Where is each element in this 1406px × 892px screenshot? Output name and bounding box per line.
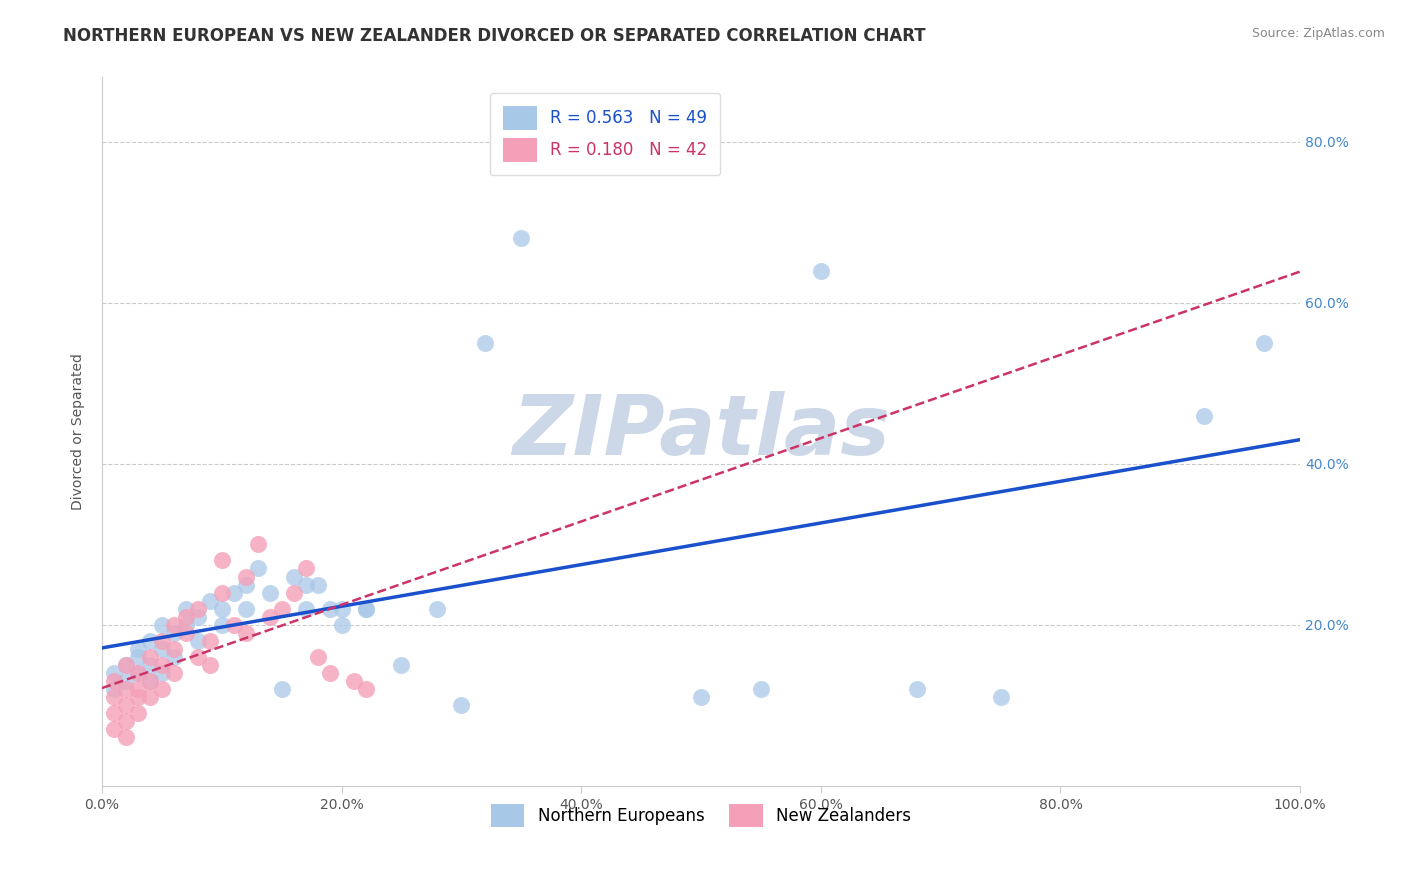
Point: [150, 633, 173, 648]
Point: [139, 658, 162, 673]
Point: [318, 601, 340, 615]
Point: [103, 682, 125, 697]
Point: [690, 690, 713, 705]
Point: [354, 601, 377, 615]
Point: [307, 577, 329, 591]
Text: NORTHERN EUROPEAN VS NEW ZEALANDER DIVORCED OR SEPARATED CORRELATION CHART: NORTHERN EUROPEAN VS NEW ZEALANDER DIVOR…: [63, 27, 927, 45]
Point: [103, 706, 125, 721]
Point: [115, 731, 138, 745]
Point: [174, 601, 197, 615]
Point: [211, 601, 233, 615]
Point: [222, 585, 245, 599]
Point: [211, 553, 233, 567]
Point: [905, 682, 928, 697]
Point: [174, 609, 197, 624]
Point: [211, 617, 233, 632]
Point: [163, 617, 186, 632]
Point: [127, 642, 149, 657]
Point: [391, 658, 413, 673]
Point: [163, 650, 186, 665]
Point: [174, 625, 197, 640]
Point: [115, 682, 138, 697]
Point: [103, 690, 125, 705]
Point: [354, 682, 377, 697]
Point: [150, 666, 173, 681]
Point: [283, 569, 305, 583]
Point: [163, 625, 186, 640]
Text: Source: ZipAtlas.com: Source: ZipAtlas.com: [1251, 27, 1385, 40]
Point: [294, 601, 316, 615]
Point: [318, 666, 340, 681]
Point: [283, 585, 305, 599]
Point: [115, 674, 138, 689]
Point: [139, 690, 162, 705]
Point: [1192, 409, 1215, 423]
Point: [115, 658, 138, 673]
Point: [270, 601, 292, 615]
Point: [246, 561, 269, 575]
Point: [187, 609, 209, 624]
Point: [198, 633, 221, 648]
Legend: Northern Europeans, New Zealanders: Northern Europeans, New Zealanders: [484, 797, 918, 834]
Point: [990, 690, 1012, 705]
Point: [187, 601, 209, 615]
Point: [139, 633, 162, 648]
Point: [163, 666, 186, 681]
Point: [1253, 336, 1275, 351]
Point: [127, 666, 149, 681]
Point: [127, 682, 149, 697]
Point: [510, 231, 533, 245]
Point: [150, 642, 173, 657]
Point: [294, 577, 316, 591]
Point: [342, 674, 364, 689]
Point: [139, 650, 162, 665]
Point: [115, 698, 138, 713]
Point: [235, 625, 257, 640]
Point: [187, 650, 209, 665]
Point: [450, 698, 472, 713]
Point: [150, 658, 173, 673]
Point: [211, 585, 233, 599]
Point: [139, 674, 162, 689]
Point: [330, 601, 353, 615]
Point: [139, 674, 162, 689]
Point: [198, 658, 221, 673]
Point: [115, 714, 138, 729]
Point: [103, 723, 125, 737]
Point: [127, 690, 149, 705]
Point: [294, 561, 316, 575]
Point: [150, 617, 173, 632]
Text: ZIPatlas: ZIPatlas: [512, 391, 890, 472]
Point: [103, 666, 125, 681]
Point: [307, 650, 329, 665]
Point: [127, 650, 149, 665]
Point: [330, 617, 353, 632]
Point: [354, 601, 377, 615]
Point: [259, 609, 281, 624]
Y-axis label: Divorced or Separated: Divorced or Separated: [72, 353, 86, 510]
Point: [198, 593, 221, 607]
Point: [474, 336, 496, 351]
Point: [270, 682, 292, 697]
Point: [426, 601, 449, 615]
Point: [235, 577, 257, 591]
Point: [127, 666, 149, 681]
Point: [259, 585, 281, 599]
Point: [749, 682, 772, 697]
Point: [235, 601, 257, 615]
Point: [163, 642, 186, 657]
Point: [235, 569, 257, 583]
Point: [187, 633, 209, 648]
Point: [222, 617, 245, 632]
Point: [174, 617, 197, 632]
Point: [127, 706, 149, 721]
Point: [115, 658, 138, 673]
Point: [103, 674, 125, 689]
Point: [246, 537, 269, 551]
Point: [810, 263, 832, 277]
Point: [150, 682, 173, 697]
